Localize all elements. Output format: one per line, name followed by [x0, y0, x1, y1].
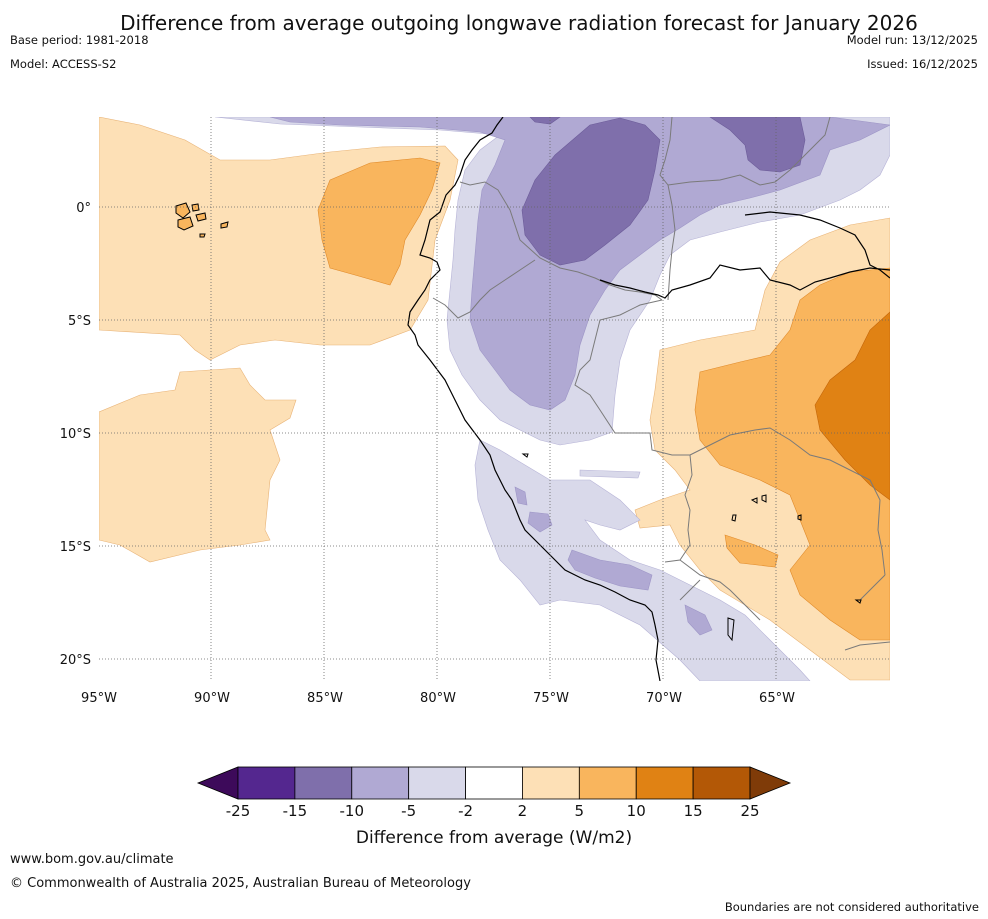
- coastline: [407, 117, 661, 681]
- lon-label: 75°W: [533, 691, 569, 706]
- meta-left: Base period: 1981-2018 Model: ACCESS-S2: [10, 33, 149, 81]
- colorbar-tick-label: 10: [627, 802, 646, 820]
- longitude-labels: 95°W 90°W 85°W 80°W 75°W 70°W 65°W: [81, 691, 795, 706]
- colorbar-swatch: [635, 766, 694, 800]
- gridlines: [99, 117, 890, 681]
- colorbar-swatch: [294, 766, 353, 800]
- lat-label: 10°S: [60, 427, 91, 442]
- lon-label: 95°W: [81, 691, 117, 706]
- amazon-river-coast: [599, 211, 890, 299]
- colorbar-tick-label: 25: [740, 802, 759, 820]
- colorbar-tick-label: -15: [283, 802, 308, 820]
- lat-label: 5°S: [68, 314, 91, 329]
- anomaly-region-coast-mid-2: [567, 549, 653, 591]
- anomaly-region-north-dark: [709, 117, 806, 173]
- map-title: Difference from average outgoing longwav…: [120, 11, 918, 35]
- colorbar-swatch: [578, 766, 637, 800]
- colorbar-tick-label: -5: [401, 802, 416, 820]
- lon-label: 85°W: [307, 691, 343, 706]
- anomaly-region-andes-dark: [521, 117, 661, 266]
- colorbar-swatch: [522, 766, 580, 800]
- anomaly-region-andes-mid: [269, 117, 890, 411]
- colorbar-max-arrow: [749, 766, 792, 800]
- lat-label: 15°S: [60, 540, 91, 555]
- colorbar-swatch: [408, 766, 466, 800]
- anomaly-region-east-core: [814, 311, 890, 501]
- colorbar: -25 -15 -10 -5 -2 2 5 10 15 25: [196, 766, 792, 820]
- model-run: Model run: 13/12/2025: [846, 33, 978, 47]
- anomaly-region-ocean-core: [317, 157, 441, 286]
- colorbar-tick-label: 5: [575, 802, 585, 820]
- lon-label: 90°W: [194, 691, 230, 706]
- colorbar-title: Difference from average (W/m2): [356, 828, 632, 848]
- country-borders: [432, 117, 890, 651]
- lat-label: 20°S: [60, 653, 91, 668]
- colorbar-tick-label: -25: [226, 802, 251, 820]
- latitude-labels: 0° 5°S 10°S 15°S 20°S: [60, 201, 91, 668]
- map-panel: [99, 117, 890, 681]
- meta-right: Model run: 13/12/2025 Issued: 16/12/2025: [847, 33, 978, 81]
- galapagos-islands: [175, 202, 229, 238]
- footer-note: Boundaries are not considered authoritat…: [724, 900, 979, 914]
- colorbar-swatch: [465, 766, 523, 800]
- colorbar-swatch: [237, 766, 296, 800]
- base-period: Base period: 1981-2018: [10, 33, 149, 47]
- colorbar-swatch: [692, 766, 751, 800]
- model-name: Model: ACCESS-S2: [10, 57, 117, 71]
- colorbar-tick-label: 2: [518, 802, 528, 820]
- colorbar-tick-label: -2: [458, 802, 473, 820]
- colorbar-min-arrow: [196, 766, 239, 800]
- anomaly-region-coast-mid-3: [684, 604, 713, 636]
- anomaly-region-east-small: [724, 534, 779, 568]
- colorbar-tick-label: 15: [684, 802, 703, 820]
- anomaly-region-coast-light: [474, 439, 811, 681]
- footer-url: www.bom.gov.au/climate: [10, 852, 174, 867]
- issued-date: Issued: 16/12/2025: [867, 57, 978, 71]
- anomaly-region-coast-light-2: [579, 469, 641, 479]
- footer-copyright: © Commonwealth of Australia 2025, Austra…: [10, 876, 471, 891]
- anomaly-region-coast-mid-4: [514, 486, 528, 506]
- anomaly-region-coast-mid: [527, 511, 553, 533]
- lat-label: 0°: [76, 201, 91, 216]
- lon-label: 65°W: [759, 691, 795, 706]
- anomaly-region-ocean-south: [99, 367, 297, 563]
- lon-label: 70°W: [646, 691, 682, 706]
- colorbar-swatch: [351, 766, 410, 800]
- small-islands: [521, 453, 862, 642]
- anomaly-region-east-mid: [694, 267, 890, 641]
- lon-label: 80°W: [420, 691, 456, 706]
- colorbar-tick-label: -10: [340, 802, 365, 820]
